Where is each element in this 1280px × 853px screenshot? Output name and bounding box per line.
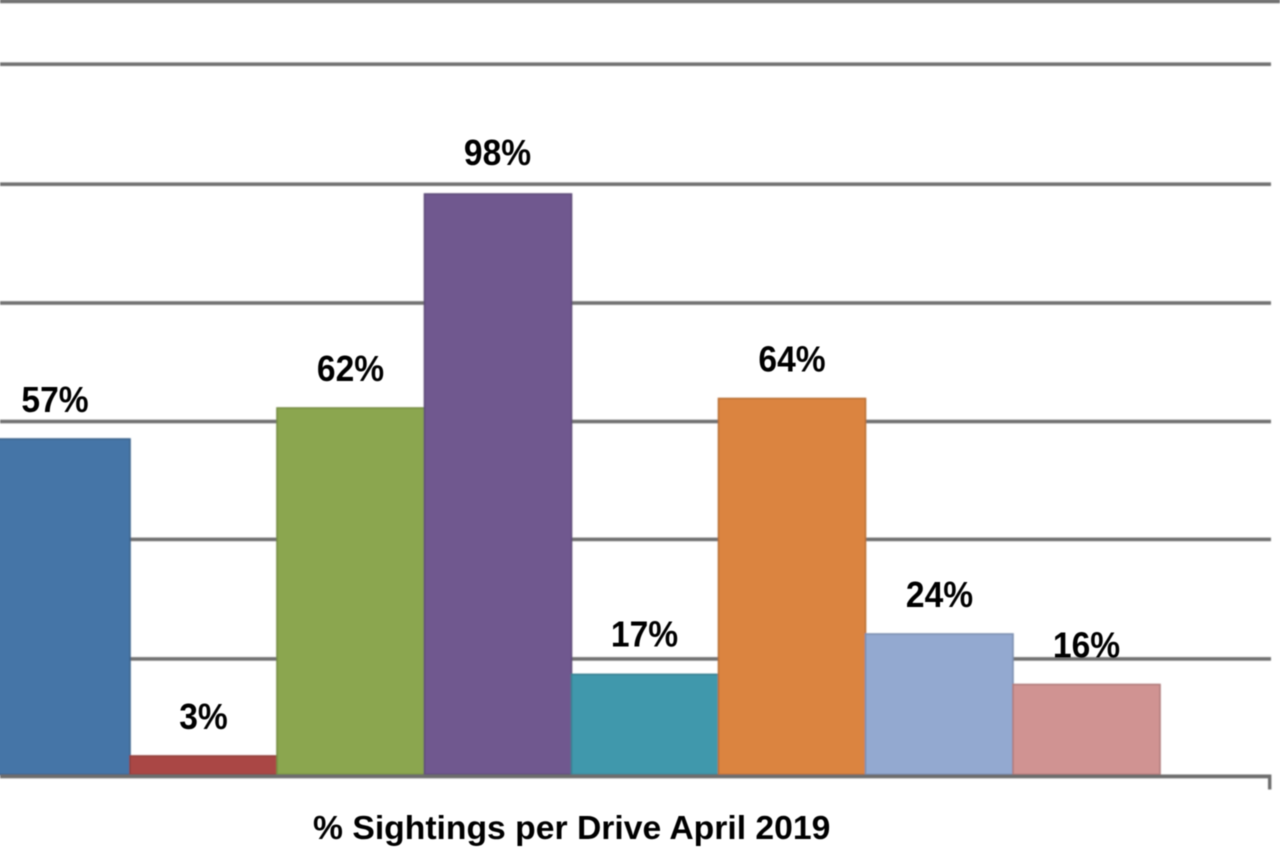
svg-text:98%: 98% bbox=[464, 133, 531, 174]
svg-text:17%: 17% bbox=[611, 614, 678, 655]
svg-text:24%: 24% bbox=[906, 575, 973, 616]
svg-text:57%: 57% bbox=[21, 380, 88, 421]
svg-text:3%: 3% bbox=[179, 697, 228, 738]
svg-text:16%: 16% bbox=[1053, 625, 1120, 666]
svg-text:% Sightings per Drive April 20: % Sightings per Drive April 2019 bbox=[313, 809, 830, 847]
svg-text:64%: 64% bbox=[758, 339, 825, 380]
svg-text:62%: 62% bbox=[317, 349, 384, 390]
